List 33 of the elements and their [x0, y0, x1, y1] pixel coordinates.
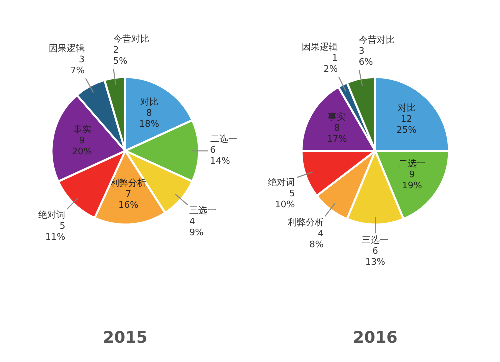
slice-label: 三选一: [362, 234, 389, 246]
data-label: 9 19%: [402, 170, 423, 192]
data-label: 1 2%: [324, 54, 338, 76]
data-label: 8 18%: [139, 108, 160, 130]
data-label: 3 6%: [358, 46, 374, 68]
data-label: 6 14%: [210, 146, 231, 168]
data-label: 4 9%: [190, 218, 204, 239]
data-label: 5 10%: [275, 189, 296, 210]
slice-label: 对比: [398, 102, 416, 114]
slice-label: 事实: [328, 112, 346, 123]
slice-label: 因果逻辑: [48, 44, 85, 55]
slice-label: 利弊分析: [288, 217, 324, 228]
slice-label: 二选一: [398, 158, 426, 170]
data-label: 8 17%: [327, 124, 348, 145]
data-label: 7 16%: [118, 190, 140, 212]
data-label: 9 20%: [72, 136, 93, 158]
slice-label: 绝对词: [38, 210, 66, 221]
data-label: 3 7%: [70, 56, 86, 77]
slice-label: 事实: [73, 124, 92, 136]
slice-label: 因果逻辑: [302, 42, 338, 54]
data-label: 2 5%: [113, 46, 128, 68]
data-label: 12 25%: [396, 114, 418, 136]
data-label: 5 11%: [46, 222, 66, 243]
slice-label: 今昔对比: [113, 34, 150, 46]
slice-label: 对比: [140, 96, 158, 108]
slice-label: 绝对词: [268, 177, 296, 188]
text: 2015: [103, 328, 148, 347]
data-label: 6 13%: [366, 246, 386, 268]
data-label: 4 8%: [310, 229, 324, 250]
text: 2016: [353, 328, 398, 347]
slice-label: 二选一: [210, 134, 238, 146]
slice-label: 三选一: [190, 206, 217, 217]
slice-label: 今昔对比: [358, 34, 395, 46]
